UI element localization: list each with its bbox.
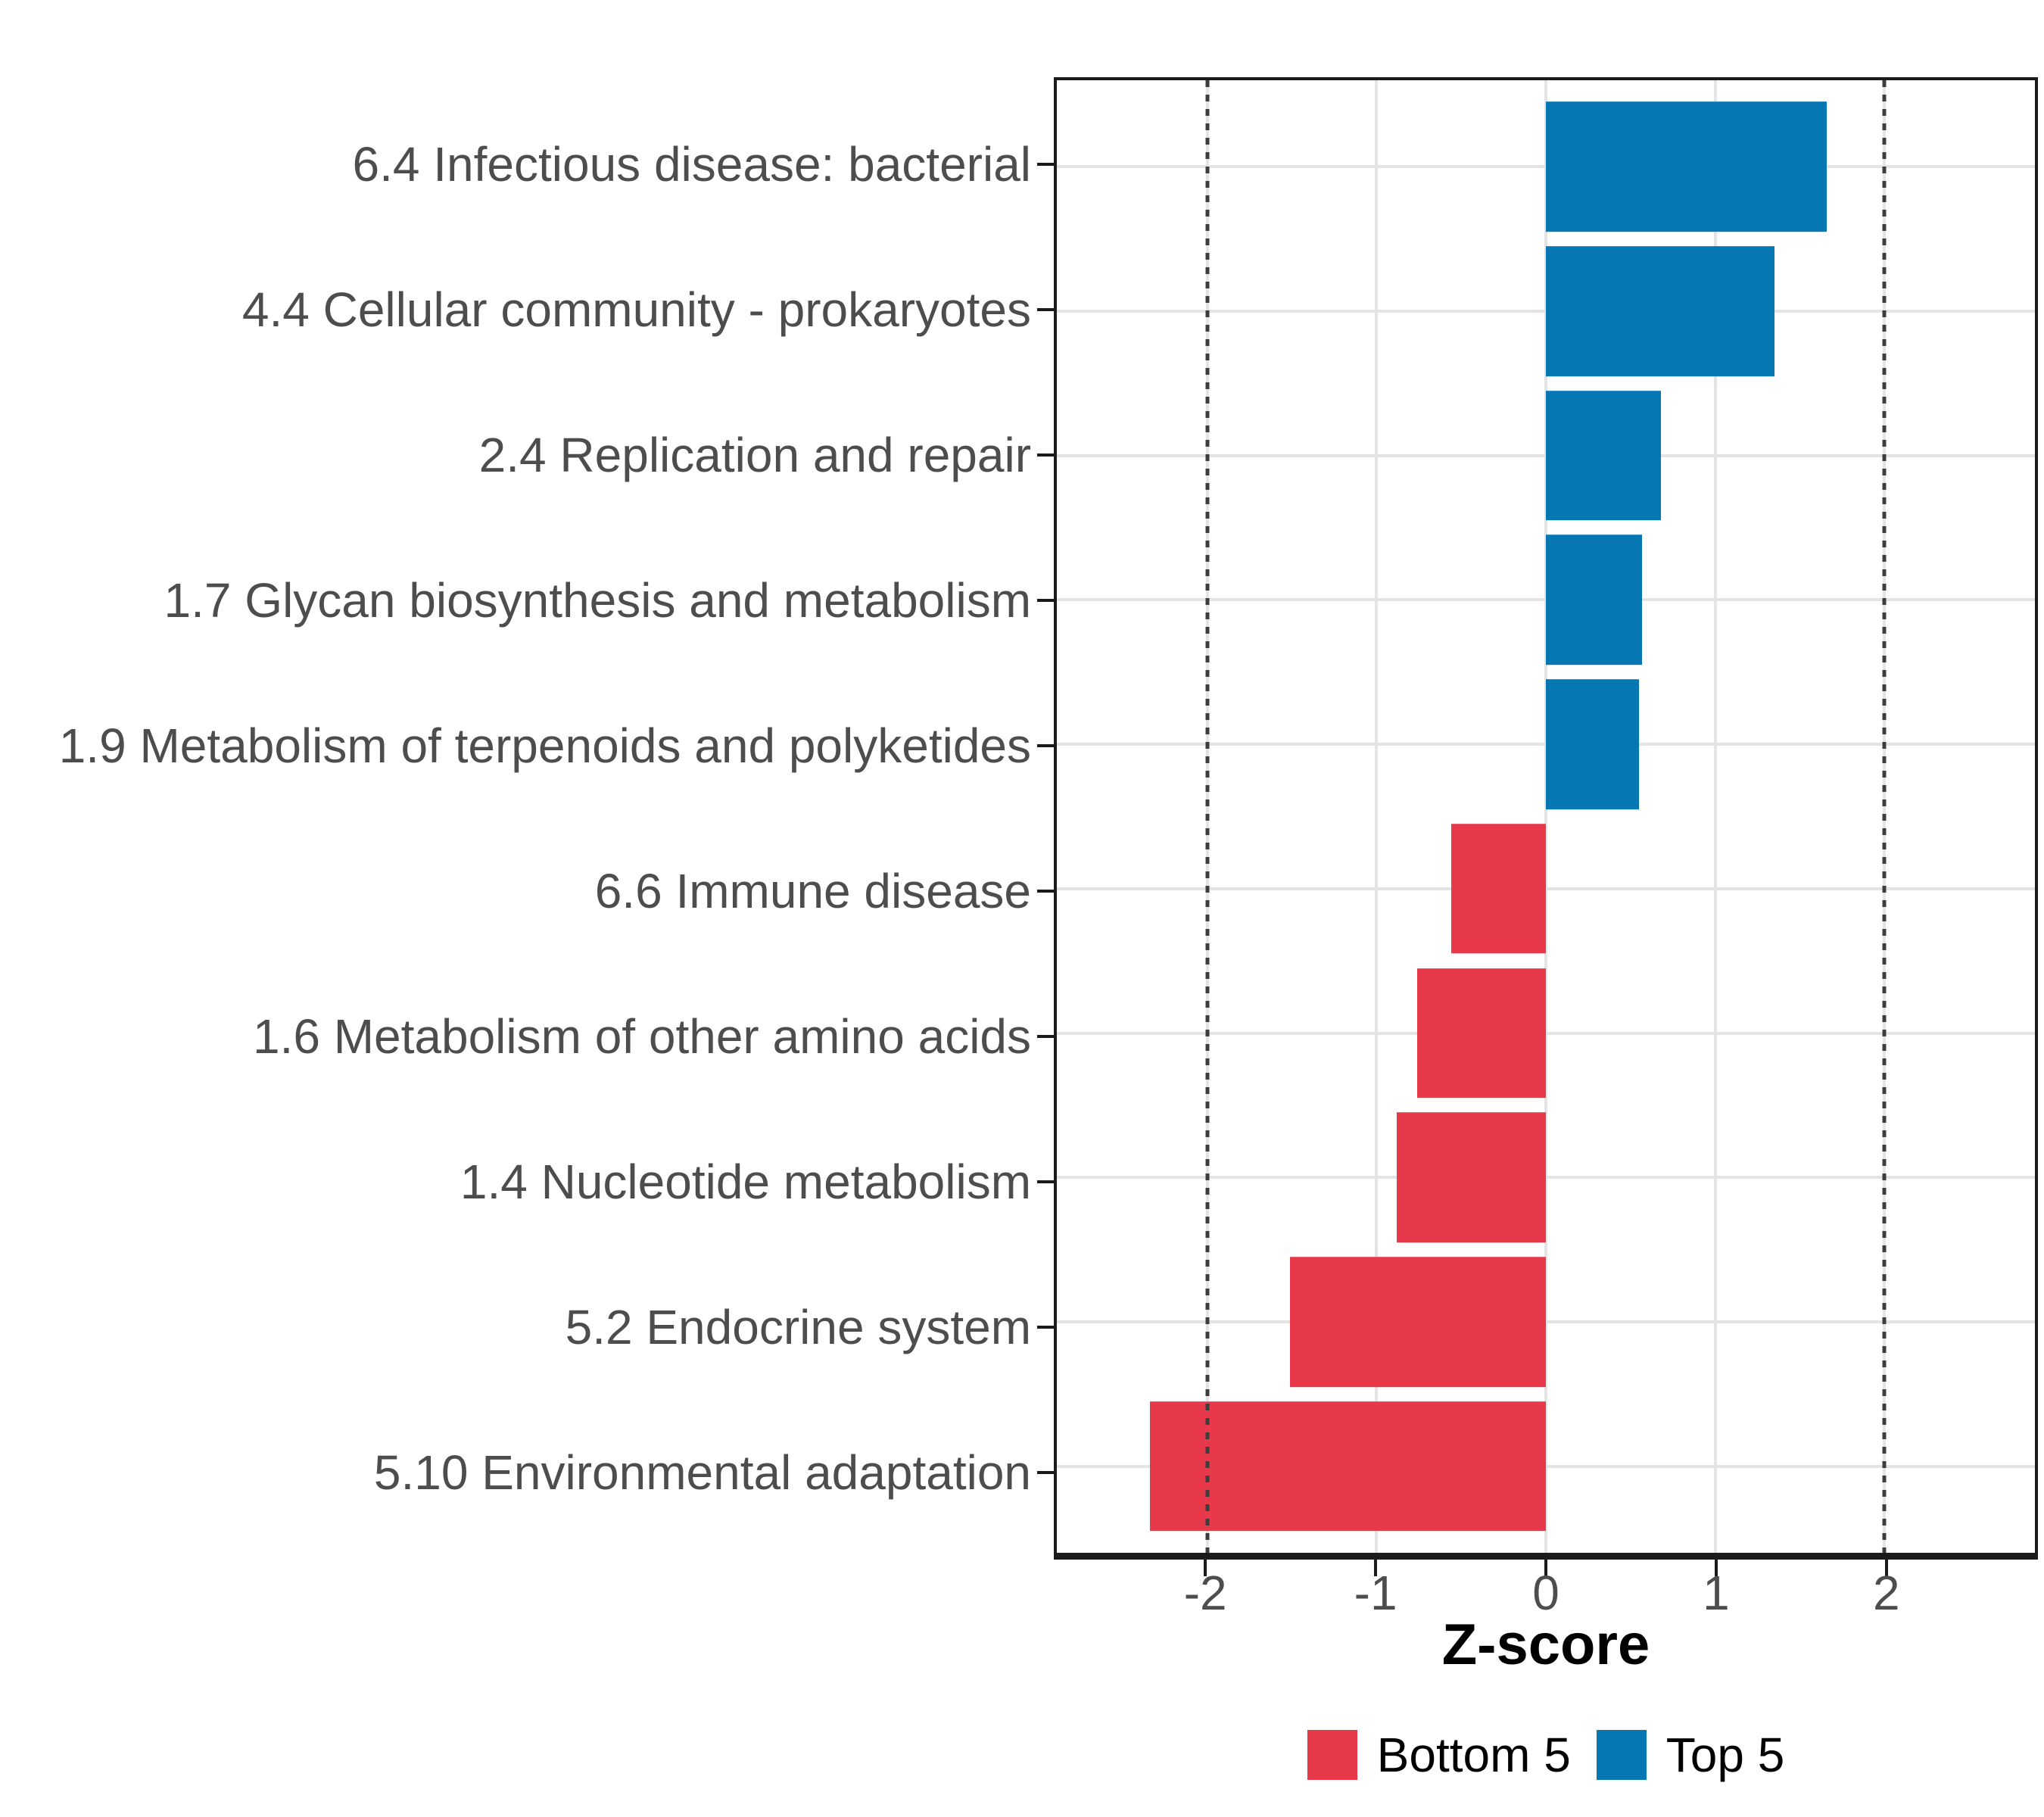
reference-line-2 — [1882, 80, 1887, 1553]
y-tick-4-4-cellular-community-prokaryotes — [1037, 308, 1054, 312]
y-label-6-6-immune-disease: 6.6 Immune disease — [594, 863, 1031, 918]
bar-1-4-nucleotide-metabolism — [1397, 1112, 1546, 1243]
reference-line--2 — [1205, 80, 1210, 1553]
legend: Bottom 5 Top 5 — [1054, 1728, 2038, 1781]
bar-1-6-metabolism-of-other-amino-acids — [1417, 968, 1546, 1099]
x-tick-label--1: -1 — [1354, 1566, 1397, 1620]
y-tick-6-4-infectious-disease-bacterial — [1037, 163, 1054, 167]
y-label-1-6-metabolism-of-other-amino-acids: 1.6 Metabolism of other amino acids — [252, 1008, 1031, 1064]
y-tick-5-2-endocrine-system — [1037, 1325, 1054, 1329]
gridline-y-6-6-immune-disease — [1057, 887, 2035, 890]
y-tick-5-10-environmental-adaptation — [1037, 1470, 1054, 1474]
legend-label-bottom-5: Bottom 5 — [1376, 1728, 1571, 1782]
bar-5-10-environmental-adaptation — [1149, 1401, 1546, 1532]
legend-item-bottom-5: Bottom 5 — [1307, 1730, 1571, 1780]
x-tick-label-0: 0 — [1532, 1566, 1559, 1620]
y-tick-1-9-metabolism-of-terpenoids-and-polyketides — [1037, 744, 1054, 748]
bar-6-6-immune-disease — [1450, 824, 1546, 954]
x-tick--2 — [1204, 1560, 1207, 1576]
gridline-x--1 — [1375, 80, 1379, 1553]
x-tick-2 — [1884, 1560, 1888, 1576]
x-tick-label-2: 2 — [1873, 1566, 1900, 1620]
legend-label-top-5: Top 5 — [1665, 1728, 1785, 1782]
y-label-6-4-infectious-disease-bacterial: 6.4 Infectious disease: bacterial — [352, 137, 1031, 192]
legend-item-top-5: Top 5 — [1596, 1728, 1785, 1782]
x-axis-ticks — [1054, 1560, 2038, 1576]
bar-4-4-cellular-community-prokaryotes — [1546, 246, 1774, 376]
gridline-y-1-6-metabolism-of-other-amino-acids — [1057, 1031, 2035, 1035]
legend-key-top-5 — [1596, 1730, 1647, 1780]
x-tick--1 — [1374, 1560, 1378, 1576]
bar-1-9-metabolism-of-terpenoids-and-polyketides — [1546, 679, 1639, 809]
gridline-x-1 — [1713, 80, 1717, 1553]
gridline-y-5-10-environmental-adaptation — [1057, 1464, 2035, 1468]
y-tick-1-4-nucleotide-metabolism — [1037, 1180, 1054, 1183]
x-tick-0 — [1544, 1560, 1547, 1576]
legend-key-bottom-5 — [1307, 1730, 1357, 1780]
y-label-1-4-nucleotide-metabolism: 1.4 Nucleotide metabolism — [460, 1154, 1031, 1209]
y-tick-1-7-glycan-biosynthesis-and-metabolism — [1037, 599, 1054, 603]
x-tick-label-1: 1 — [1703, 1566, 1730, 1620]
gridline-y-5-2-endocrine-system — [1057, 1320, 2035, 1323]
y-label-5-10-environmental-adaptation: 5.10 Environmental adaptation — [373, 1445, 1031, 1500]
x-tick-1 — [1714, 1560, 1718, 1576]
y-label-2-4-replication-and-repair: 2.4 Replication and repair — [478, 428, 1031, 483]
y-label-5-2-endocrine-system: 5.2 Endocrine system — [565, 1299, 1031, 1354]
bar-1-7-glycan-biosynthesis-and-metabolism — [1546, 535, 1643, 665]
y-label-1-9-metabolism-of-terpenoids-and-polyketides: 1.9 Metabolism of terpenoids and polyket… — [58, 718, 1031, 774]
x-axis-tick-labels: -2 -1 0 1 2 — [1054, 1569, 2038, 1622]
plot-panel — [1054, 77, 2038, 1560]
gridline-y-1-4-nucleotide-metabolism — [1057, 1176, 2035, 1180]
bar-2-4-replication-and-repair — [1546, 390, 1661, 521]
y-tick-6-6-immune-disease — [1037, 889, 1054, 893]
bar-5-2-endocrine-system — [1290, 1257, 1546, 1387]
y-label-4-4-cellular-community-prokaryotes: 4.4 Cellular community - prokaryotes — [241, 282, 1031, 338]
x-axis-title: Z-score — [1441, 1613, 1650, 1677]
gridline-x-0 — [1544, 80, 1547, 1553]
bar-6-4-infectious-disease-bacterial — [1546, 101, 1827, 232]
y-label-1-7-glycan-biosynthesis-and-metabolism: 1.7 Glycan biosynthesis and metabolism — [164, 573, 1031, 628]
y-axis-labels: 6.4 Infectious disease: bacterial 4.4 Cel… — [0, 77, 1031, 1560]
x-tick-label--2: -2 — [1183, 1566, 1227, 1620]
y-axis-ticks — [1037, 77, 1054, 1560]
y-tick-1-6-metabolism-of-other-amino-acids — [1037, 1034, 1054, 1038]
y-tick-2-4-replication-and-repair — [1037, 453, 1054, 457]
